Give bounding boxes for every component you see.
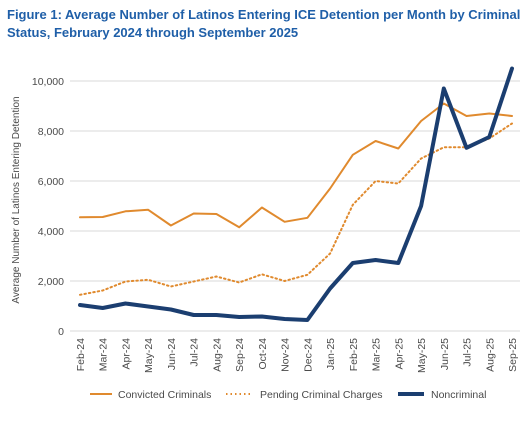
- x-tick-label: Aug-25: [484, 338, 496, 372]
- legend-label-convicted: Convicted Criminals: [118, 389, 211, 401]
- x-tick-label: Feb-25: [348, 338, 360, 371]
- figure-title: Figure 1: Average Number of Latinos Ente…: [7, 7, 521, 40]
- x-tick-label: Dec-24: [302, 338, 314, 372]
- y-tick-label: 0: [58, 326, 64, 338]
- x-tick-label: Jul-25: [462, 338, 474, 367]
- legend-label-pending: Pending Criminal Charges: [260, 389, 383, 401]
- x-tick-label: Oct-24: [257, 338, 269, 370]
- x-tick-label: Jul-24: [189, 338, 201, 367]
- y-tick-label: 4,000: [38, 226, 64, 238]
- x-tick-label: Sep-25: [507, 338, 519, 372]
- series-line-noncriminal: [78, 66, 514, 322]
- y-tick-label: 8,000: [38, 126, 64, 138]
- x-tick-label: Feb-24: [75, 338, 87, 371]
- y-axis-label: Average Number of Latinos Entering Deten…: [11, 96, 22, 303]
- x-tick-label: Jun-25: [439, 338, 451, 370]
- y-tick-label: 6,000: [38, 176, 64, 188]
- gridlines: [70, 80, 520, 332]
- x-tick-label: Apr-25: [393, 338, 405, 370]
- x-tick-label: Jan-25: [325, 338, 337, 370]
- x-tick-label: Nov-24: [280, 338, 292, 372]
- x-tick-label: May-25: [416, 338, 428, 373]
- series-lines: [78, 66, 514, 322]
- x-tick-label: Apr-24: [120, 338, 132, 370]
- y-tick-label: 2,000: [38, 276, 64, 288]
- series-line-convicted-criminals: [79, 102, 513, 229]
- x-tick-label: Aug-24: [211, 338, 223, 372]
- legend-label-noncriminal: Noncriminal: [431, 389, 486, 401]
- y-axis-ticks: 0 2,000 4,000 6,000 8,000 10,000: [32, 76, 64, 338]
- x-tick-label: May-24: [143, 338, 155, 373]
- x-tick-label: Sep-24: [234, 338, 246, 372]
- x-tick-label: Mar-24: [98, 338, 110, 371]
- legend: Convicted Criminals Pending Criminal Cha…: [90, 389, 486, 401]
- y-tick-label: 10,000: [32, 76, 64, 88]
- x-axis-ticks: Feb-24 Mar-24 Apr-24 May-24 Jun-24 Jul-24 Aug-…: [75, 338, 519, 373]
- x-tick-label: Jun-24: [166, 338, 178, 370]
- x-tick-label: Mar-25: [371, 338, 383, 371]
- series-line-pending-criminal-charges: [79, 122, 513, 296]
